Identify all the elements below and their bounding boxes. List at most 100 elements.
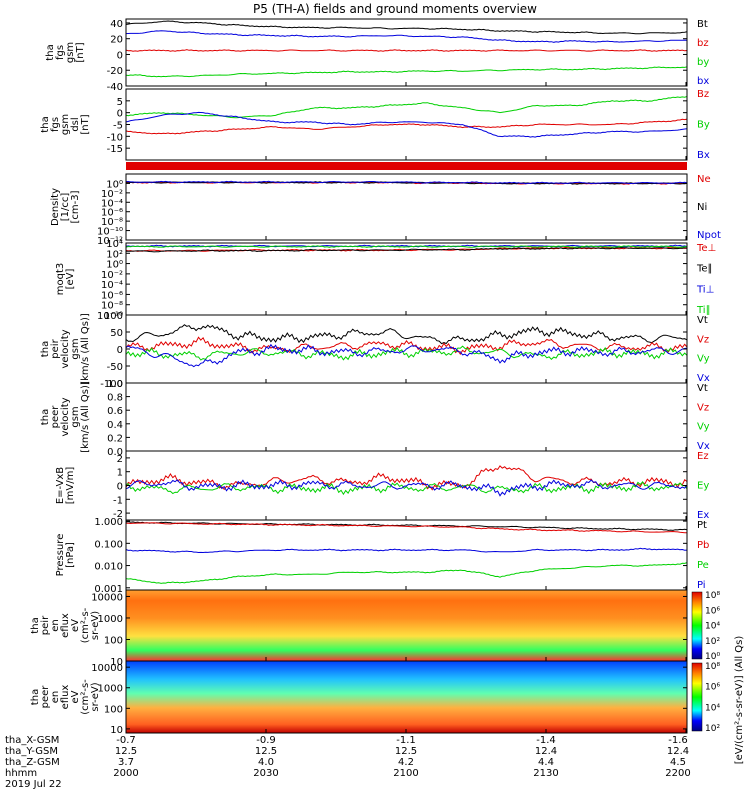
series-line-Ey — [125, 481, 688, 496]
y-tick-label: 50 — [110, 328, 123, 339]
y-tick-label: 0.001 — [94, 584, 123, 595]
y-axis-label: peir — [40, 615, 51, 635]
series-line-Pb — [126, 522, 688, 534]
colorbar-tick: 10⁴ — [705, 622, 720, 632]
y-tick-label: 0.0 — [107, 447, 123, 458]
y-axis-label: en — [50, 691, 61, 704]
legend-Vz: Vz — [697, 334, 709, 345]
y-tick-label: 0.010 — [94, 562, 123, 573]
y-tick-label: 40 — [110, 19, 123, 30]
x-col-2-y: 12.5 — [255, 746, 277, 757]
y-tick-label: 1000 — [98, 614, 123, 625]
x-col-3-y: 12.5 — [395, 746, 417, 757]
y-tick-label: 0 — [117, 345, 123, 356]
y-tick-label: 10⁻¹⁰ — [97, 311, 123, 322]
legend-Ni: Ni — [697, 202, 707, 213]
x-row-label-z: tha_Z-GSM — [5, 757, 60, 768]
colorbar-tick: 10⁸ — [705, 662, 720, 672]
y-axis-label: tha — [40, 341, 51, 357]
y-tick-label: 10⁻² — [101, 189, 123, 200]
y-axis-label: fgs — [50, 117, 61, 132]
y-tick-label: 0 — [117, 109, 123, 120]
series-line-Npot — [125, 180, 688, 185]
y-axis-label: (cm²-s- — [80, 607, 91, 643]
legend-By: By — [697, 120, 710, 131]
series-line-By — [125, 96, 688, 119]
y-tick-label: 10⁻⁴ — [101, 280, 123, 291]
y-tick-label: 10⁻² — [101, 270, 123, 281]
x-col-3-t: 2100 — [393, 768, 418, 779]
y-axis-label: en — [50, 619, 61, 632]
y-tick-label: 10⁻¹² — [97, 236, 123, 247]
y-tick-label: -100 — [100, 379, 123, 390]
colorbar-tick: 10⁰ — [705, 652, 720, 662]
panel-p6: 1.0 0.8 0.6 0.4 0.2 0.0 tha peer velocity gsm [km/… — [40, 379, 710, 458]
y-axis-label: velocity — [60, 397, 71, 436]
y-tick-label: 10⁻⁶ — [101, 208, 123, 219]
series-line-bz — [125, 49, 688, 52]
y-axis-label: peir — [50, 338, 61, 358]
x-col-5-x: -1.6 — [668, 735, 688, 746]
legend-Vz: Vz — [697, 402, 709, 413]
series-line-Pt — [125, 521, 688, 531]
legend-Te∥: Te∥ — [696, 264, 713, 275]
panel-frame — [125, 18, 688, 87]
y-axis-label: eflux — [60, 685, 71, 710]
x-col-4-t: 2130 — [533, 768, 558, 779]
x-col-2-z: 4.0 — [258, 757, 274, 768]
y-axis-label: Pressure — [55, 534, 66, 577]
y-tick-label: 2 — [117, 454, 123, 465]
legend-Vy: Vy — [697, 422, 710, 433]
y-axis-label: [nT] — [80, 114, 91, 134]
colorbar-tick: 10² — [705, 637, 720, 647]
y-tick-label: 20 — [110, 35, 123, 46]
y-axis-label: [cm-3] — [70, 190, 81, 223]
x-col-4-z: 4.4 — [538, 757, 554, 768]
panel-p9: 10⁸ 10⁶ 10⁴ 10² 10⁰ 10000 1000 100 10 tha peir en ef… — [30, 589, 720, 668]
x-col-4-x: -1.4 — [536, 735, 556, 746]
panel-p1: 40 20 0 -20 -40 tha fgs gsm [nT] Bt bz by bx — [45, 18, 709, 93]
panel-p5: 100 50 0 -50 -100 tha peir velocity gsm [km/s (Al… — [40, 311, 710, 390]
series-line-Vy — [125, 345, 688, 361]
series-line-Bt — [125, 20, 688, 35]
legend-Ti∥: Ti∥ — [696, 305, 711, 316]
y-tick-label: 10 — [110, 657, 123, 668]
y-tick-label: -20 — [107, 66, 123, 77]
y-axis-label: Density — [50, 188, 61, 226]
series-line-Vx — [125, 343, 688, 368]
legend-bz: bz — [697, 38, 709, 49]
y-axis-label: velocity — [60, 329, 71, 368]
x-col-1-z: 3.7 — [118, 757, 134, 768]
y-axis-label: tha — [45, 44, 56, 60]
legend-Pi: Pi — [697, 580, 706, 591]
y-tick-label: 1 — [117, 468, 123, 479]
y-tick-label: 10⁰ — [106, 179, 123, 190]
panel-p8: 1.000 0.100 0.010 0.001 Pressure [nPa] Pt Pb Pe P… — [55, 517, 709, 595]
y-axis-label: [eV] — [65, 269, 76, 290]
y-tick-label: -2 — [113, 509, 123, 520]
legend-Vt: Vt — [697, 383, 708, 394]
spectrogram-p9 — [126, 590, 687, 661]
legend-bx: bx — [697, 76, 709, 87]
legend-Vx: Vx — [697, 373, 710, 384]
legend-Ey: Ey — [697, 481, 709, 492]
y-axis-label: sr-eV) — [90, 682, 101, 711]
y-axis-label: E=-VxB — [55, 467, 66, 504]
y-axis-label: fgs — [55, 45, 66, 60]
x-row-label-date: 2019 Jul 22 — [5, 779, 62, 790]
x-col-1-x: -0.7 — [116, 735, 136, 746]
colorbar-tick: 10⁴ — [705, 703, 720, 713]
x-col-4-y: 12.4 — [535, 746, 557, 757]
y-tick-label: 10² — [106, 249, 123, 260]
y-axis-label: [nPa] — [65, 542, 76, 568]
y-axis-label: dsl — [70, 117, 81, 131]
legend-Pe: Pe — [697, 560, 709, 571]
panel-p10: 10⁸ 10⁶ 10⁴ 10² 10000 1000 100 10 tha peer en eflux… — [30, 660, 720, 736]
legend-Bt: Bt — [697, 19, 708, 30]
y-tick-label: -50 — [107, 362, 123, 373]
legend-Ti⊥: Ti⊥ — [696, 284, 714, 295]
chart-title: P5 (TH-A) fields and ground moments over… — [253, 2, 537, 16]
y-axis-label: [km/s (All Qs)] — [80, 313, 91, 385]
y-tick-label: 10⁻⁴ — [101, 198, 123, 209]
